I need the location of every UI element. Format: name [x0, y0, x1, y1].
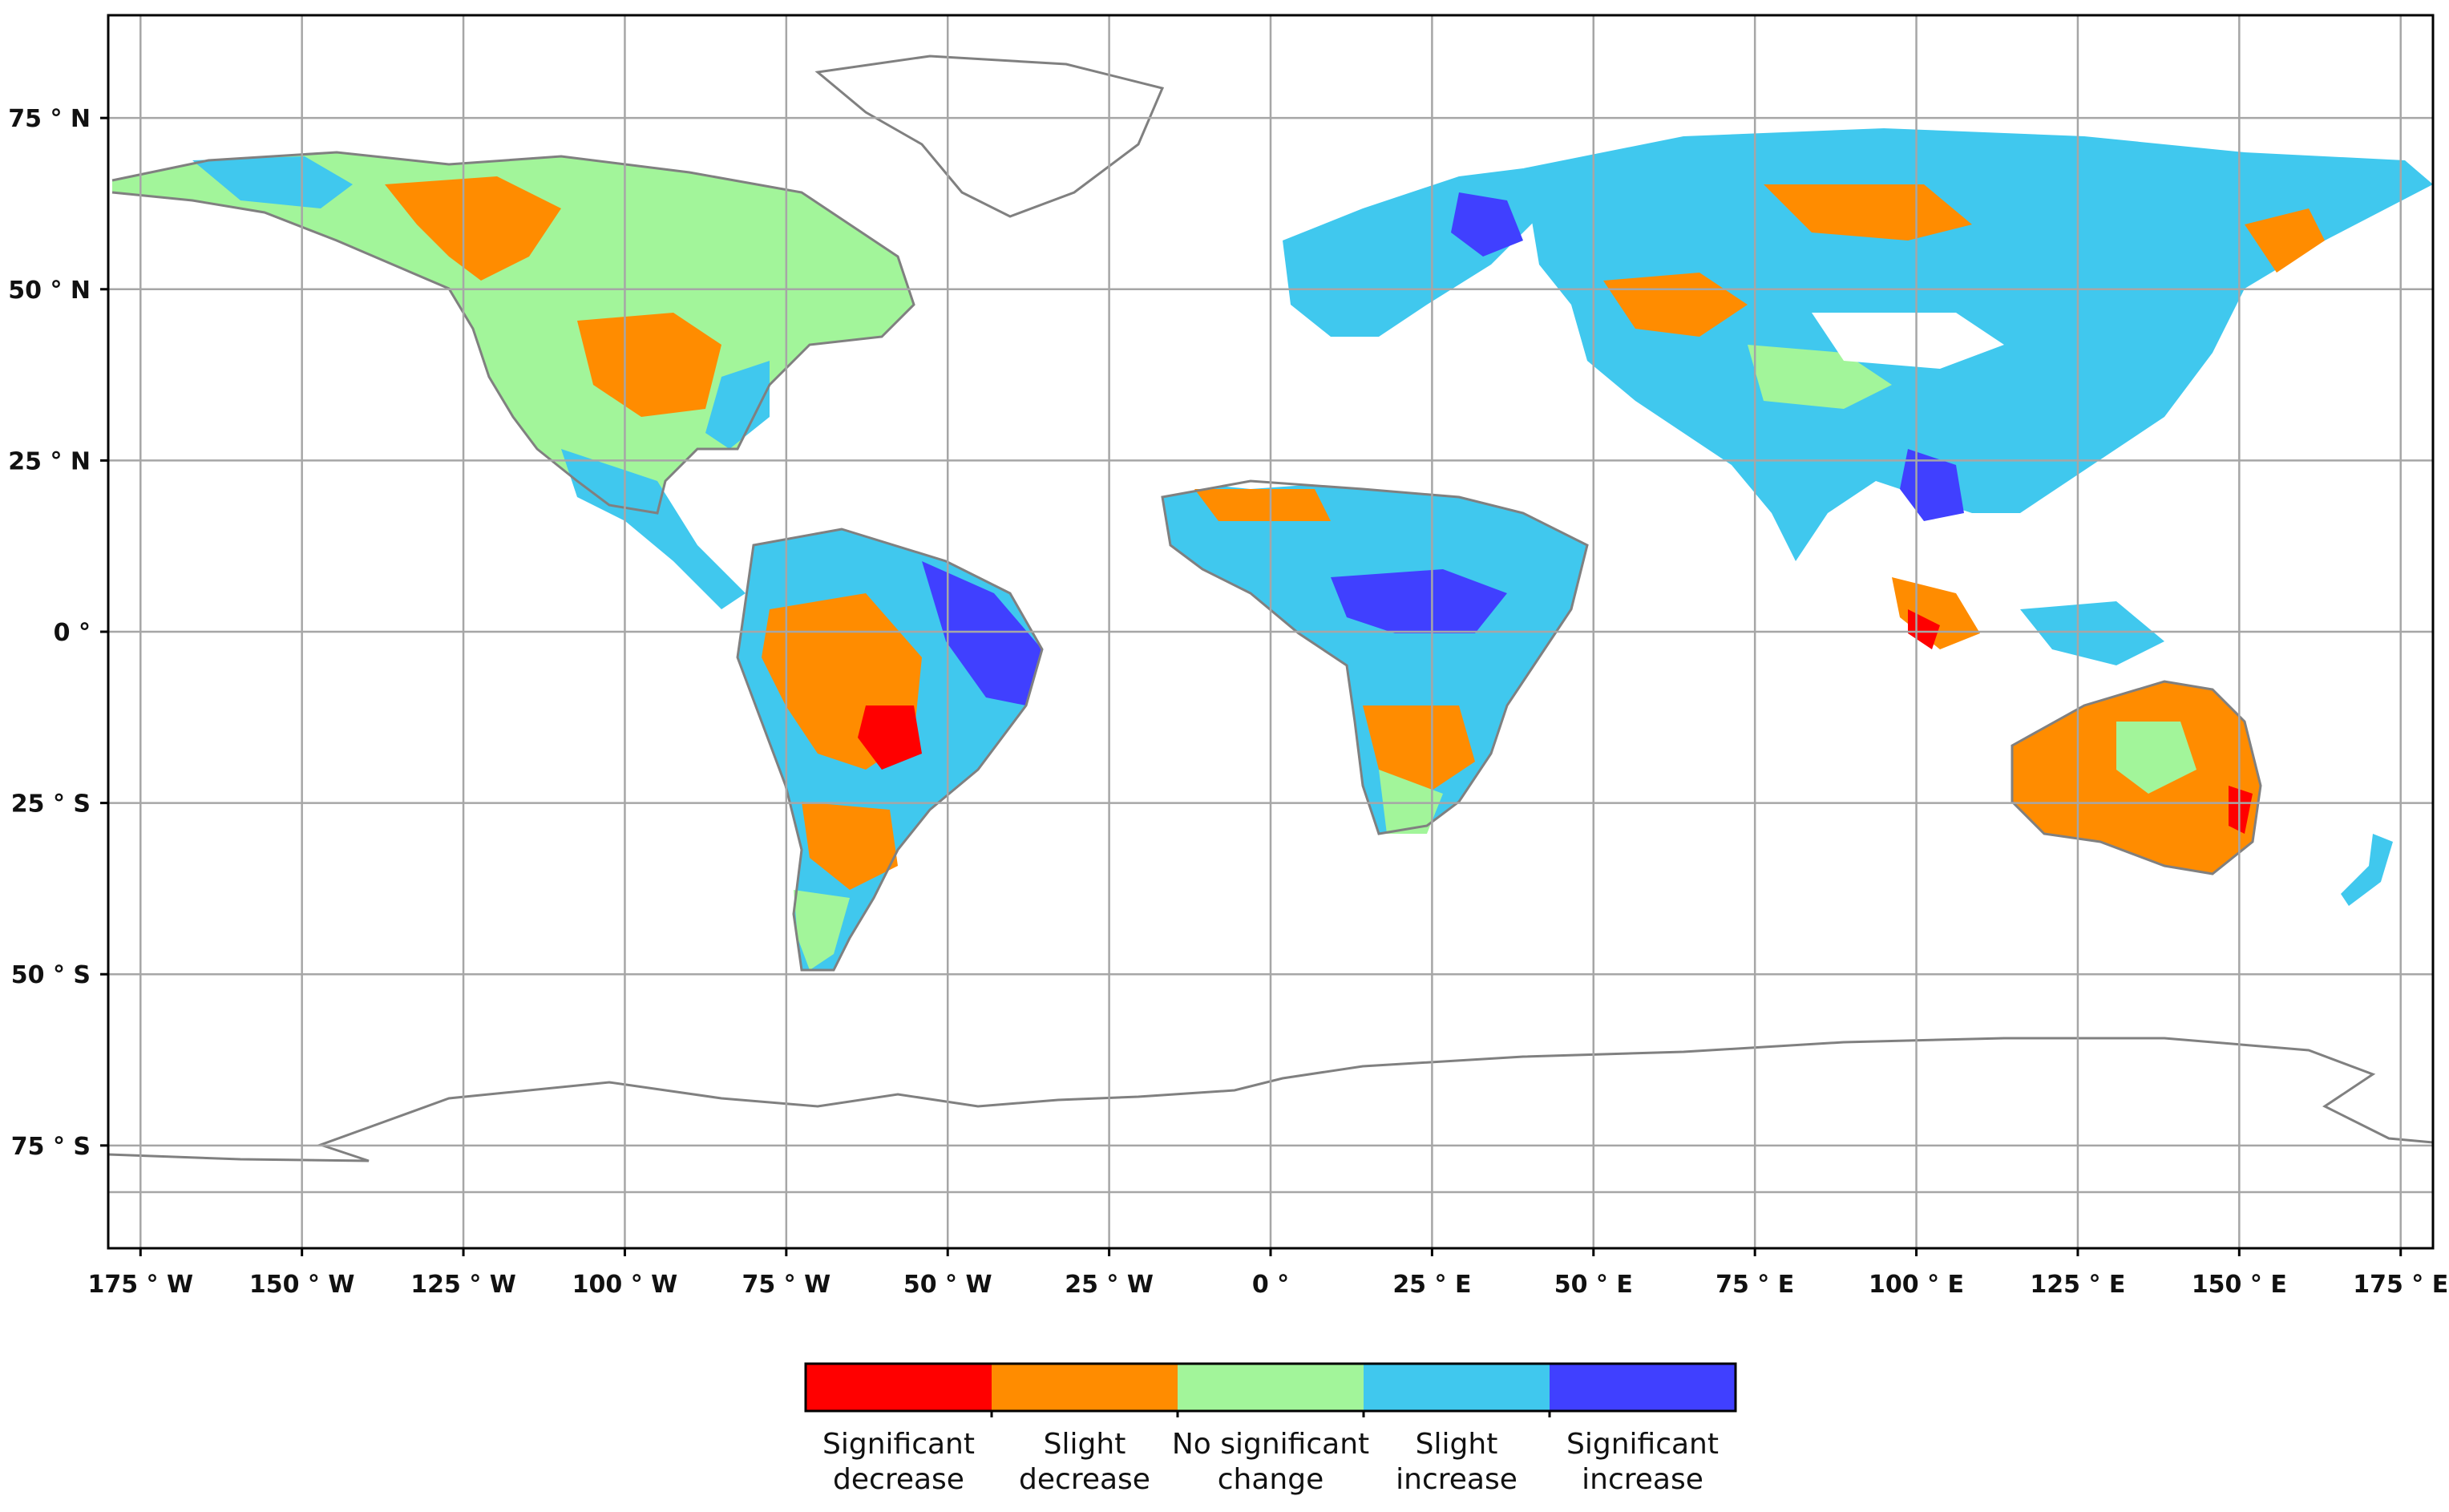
- land-class-patch: [1379, 770, 1443, 834]
- legend-swatch: [1550, 1364, 1736, 1411]
- x-tick-label: 125 ° E: [2030, 1271, 2125, 1299]
- land-class-patch: [858, 705, 922, 770]
- no-data-region: [1170, 393, 1539, 489]
- coastline: [736, 528, 1044, 972]
- land-class-patch: [705, 361, 770, 449]
- y-tick-label: 75 ° N: [8, 105, 91, 133]
- legend-swatch: [806, 1364, 992, 1411]
- coastline: [111, 151, 915, 515]
- y-tick-label: 25 ° S: [11, 790, 91, 819]
- legend-label-line2: increase: [1396, 1463, 1517, 1496]
- x-tick-label: 50 ° E: [1554, 1271, 1633, 1299]
- legend-label-line1: No significant: [1172, 1428, 1369, 1461]
- land-classification-layer: [111, 55, 2433, 972]
- map-plot-area: 175 ° W 150 ° W 125 ° W 100 ° W 75 ° W 50 ° W…: [8, 14, 2448, 1299]
- y-tick-label: 75 ° S: [11, 1133, 91, 1161]
- x-tick-label: 75 ° W: [742, 1271, 830, 1299]
- land-class-patch: [1451, 192, 1523, 257]
- land-class-patch: [561, 449, 746, 609]
- x-tick-label: 175 ° W: [87, 1271, 193, 1299]
- x-tick-label: 25 ° W: [1065, 1271, 1154, 1299]
- legend-label-line1: Slight: [1044, 1428, 1126, 1461]
- land-class-patch: [794, 890, 850, 970]
- y-tick-label: 0 °: [54, 619, 91, 647]
- land-class-patch: [1194, 489, 1331, 521]
- land-class-patch: [2229, 786, 2253, 834]
- land-class-patch: [922, 561, 1042, 705]
- x-tick-label: 175 ° E: [2353, 1271, 2448, 1299]
- coastline: [2011, 680, 2262, 875]
- land-class-patch: [1162, 481, 1587, 834]
- land-class-patch: [1764, 184, 1972, 241]
- legend-swatch: [1364, 1364, 1550, 1411]
- x-tick-label: 50 ° W: [903, 1271, 992, 1299]
- x-axis-ticks: 175 ° W 150 ° W 125 ° W 100 ° W 75 ° W 50 ° W…: [87, 1248, 2448, 1299]
- x-tick-label: 75 ° E: [1716, 1271, 1794, 1299]
- y-tick-label: 50 ° S: [11, 961, 91, 989]
- x-tick-label: 150 ° W: [249, 1271, 355, 1299]
- legend-frame: [804, 1362, 1737, 1413]
- coastline: [814, 55, 1165, 218]
- graticule-lines: [108, 15, 2433, 1248]
- land-class-patch: [385, 176, 561, 281]
- y-axis-ticks: 75 ° N 50 ° N 25 ° N 0 ° 25 ° S 50 ° S 75 ° S: [8, 105, 108, 1161]
- legend-label-line2: decrease: [1019, 1463, 1150, 1496]
- x-tick-label: 0 °: [1252, 1271, 1289, 1299]
- x-tick-label: 100 ° E: [1869, 1271, 1964, 1299]
- y-tick-label: 25 ° N: [8, 447, 91, 475]
- coastline: [1161, 479, 1589, 835]
- land-class-patch: [2341, 834, 2393, 906]
- legend-label-line2: change: [1218, 1463, 1324, 1496]
- land-class-patch: [2245, 208, 2325, 273]
- x-tick-label: 125 ° W: [410, 1271, 516, 1299]
- x-tick-label: 25 ° E: [1392, 1271, 1471, 1299]
- legend-label-line2: decrease: [833, 1463, 964, 1496]
- x-tick-label: 150 ° E: [2192, 1271, 2287, 1299]
- legend-swatch: [992, 1364, 1178, 1411]
- land-class-patch: [1363, 705, 1475, 794]
- no-data-region: [1812, 313, 2004, 369]
- legend-label-line1: Significant: [822, 1428, 975, 1461]
- land-class-patch: [577, 313, 721, 417]
- y-tick-label: 50 ° N: [8, 277, 91, 305]
- x-tick-label: 100 ° W: [572, 1271, 678, 1299]
- legend-swatch: [1178, 1364, 1364, 1411]
- legend-label-line1: Significant: [1566, 1428, 1719, 1461]
- legend-label-line1: Slight: [1416, 1428, 1498, 1461]
- land-class-patch: [2020, 601, 2164, 665]
- land-class-patch: [1331, 569, 1507, 633]
- legend-label-line2: increase: [1582, 1463, 1703, 1496]
- land-class-patch: [2116, 722, 2196, 794]
- land-class-patch: [192, 156, 353, 208]
- antarctica-coastline: [108, 1037, 2433, 1162]
- land-class-patch: [802, 802, 898, 890]
